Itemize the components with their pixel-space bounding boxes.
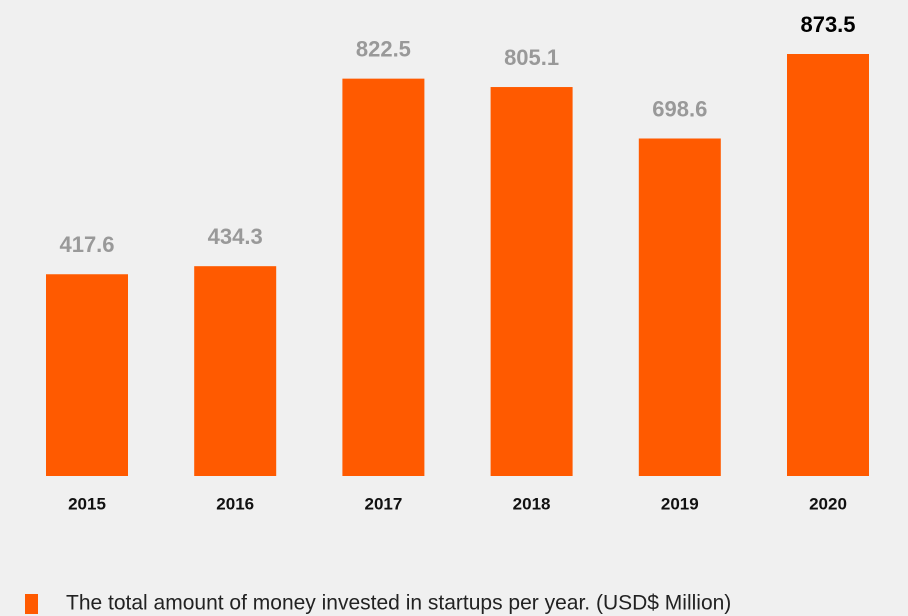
bar <box>490 87 573 477</box>
bar <box>638 138 721 476</box>
value-label: 698.6 <box>652 96 707 121</box>
value-label: 417.6 <box>59 232 114 257</box>
bar <box>787 54 869 476</box>
value-label: 434.3 <box>208 224 263 249</box>
value-label: 822.5 <box>356 36 411 61</box>
x-tick-label: 2016 <box>216 494 254 513</box>
value-label: 805.1 <box>504 45 559 70</box>
x-tick-label: 2019 <box>661 494 699 513</box>
value-label: 873.5 <box>800 12 855 37</box>
legend-label: The total amount of money invested in st… <box>66 592 731 615</box>
x-tick-label: 2020 <box>809 494 847 513</box>
bar <box>46 274 128 476</box>
legend-swatch <box>25 594 38 614</box>
x-tick-label: 2017 <box>364 494 402 513</box>
x-tick-label: 2015 <box>68 494 106 513</box>
bar <box>342 78 425 477</box>
x-tick-label: 2018 <box>513 494 551 513</box>
bar <box>194 266 277 476</box>
